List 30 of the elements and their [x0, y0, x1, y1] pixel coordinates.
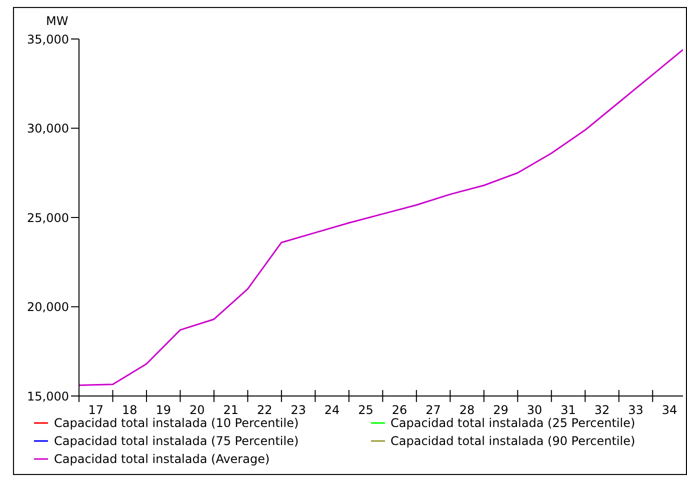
x-tick-label: 19	[156, 403, 171, 417]
x-tick-label: 34	[662, 403, 678, 417]
x-tick-label: 30	[526, 403, 542, 417]
y-tick-label: 15,000	[27, 389, 69, 404]
legend-label: Capacidad total instalada (90 Percentile)	[390, 434, 636, 448]
x-tick-label: 18	[122, 403, 138, 417]
x-tick-label: 20	[189, 403, 205, 417]
x-tick-label: 17	[88, 403, 104, 417]
x-tick-label: 27	[426, 403, 441, 417]
legend-label: Capacidad total instalada (75 Percentile)	[54, 434, 299, 448]
x-tick-label: 23	[290, 403, 306, 417]
x-tick-label: 22	[256, 403, 272, 417]
x-tick-label: 33	[628, 403, 644, 417]
x-tick-label: 29	[493, 403, 508, 417]
x-tick-label: 31	[560, 403, 576, 417]
y-tick-label: 35,000	[27, 32, 69, 46]
x-tick-label: 25	[358, 403, 374, 417]
x-tick-label: 28	[459, 403, 475, 417]
legend-label: Capacidad total instalada (10 Percentile)	[54, 416, 299, 430]
legend-label: Capacidad total instalada (Average)	[54, 452, 270, 466]
y-axis-title: MW	[46, 14, 68, 28]
y-tick-label: 25,000	[27, 210, 69, 225]
x-tick-label: 26	[392, 403, 408, 417]
legend-label: Capacidad total instalada (25 Percentile)	[390, 416, 636, 430]
y-tick-label: 20,000	[27, 300, 69, 314]
x-tick-label: 32	[594, 403, 610, 417]
y-tick-label: 30,000	[27, 122, 69, 136]
x-tick-label: 21	[223, 403, 238, 417]
line-series	[79, 48, 683, 386]
x-tick-label: 24	[324, 403, 340, 417]
